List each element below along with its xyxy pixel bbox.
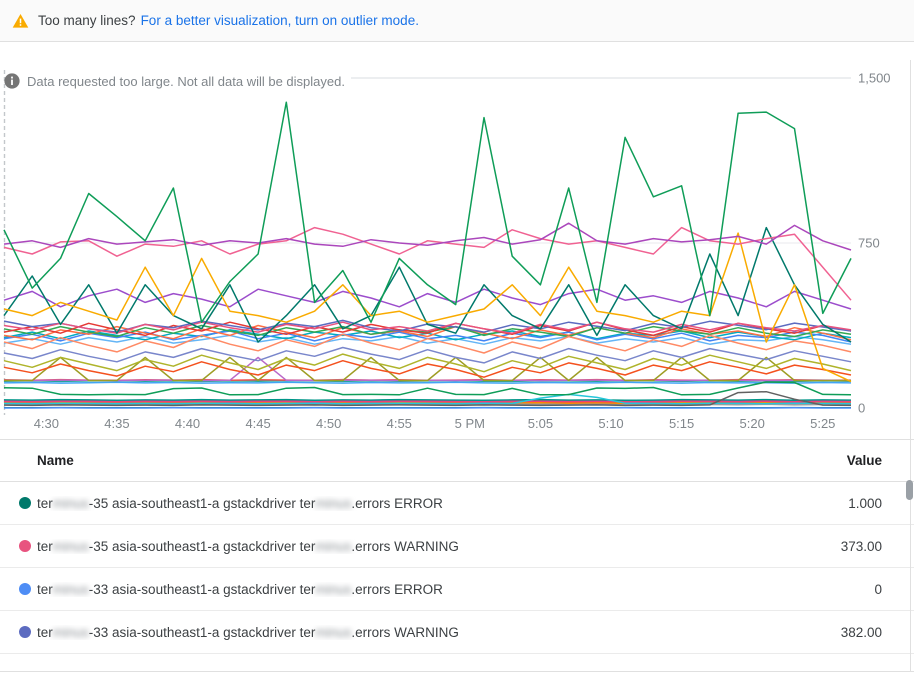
series-name: terminus-33 asia-southeast1-a gstackdriv…: [37, 625, 822, 640]
series-name-text: .errors ERROR: [351, 495, 443, 511]
info-icon: [4, 73, 20, 89]
redacted-text: minus: [52, 624, 89, 640]
series-line-bundle-darkgray-bump: [3, 390, 852, 407]
redacted-text: minus: [52, 495, 89, 511]
series-line-high-purple: [3, 222, 852, 251]
legend-row[interactable]: terminus-33 asia-southeast1-a gstackdriv…: [0, 611, 914, 654]
series-line-olive-spike-train: [4, 356, 851, 382]
y-axis-tick-label: 1,500: [858, 71, 891, 86]
series-name: terminus-35 asia-southeast1-a gstackdriv…: [37, 496, 822, 511]
data-notice: Data requested too large. Not all data w…: [4, 72, 351, 90]
series-name-text: .errors WARNING: [351, 624, 459, 640]
series-line-high-pink: [3, 226, 852, 301]
series-line-high-green: [3, 101, 852, 323]
legend-row[interactable]: terminus-35 asia-southeast1-a gstackdriv…: [0, 482, 914, 525]
series-line-tangle-lightblue: [3, 334, 852, 345]
x-axis-tick-label: 4:45: [245, 416, 270, 431]
outlier-mode-link[interactable]: For a better visualization, turn on outl…: [140, 13, 419, 28]
x-axis-tick-label: 4:35: [104, 416, 129, 431]
series-value: 382.00: [840, 624, 882, 640]
series-name-text: -35 asia-southeast1-a gstackdriver ter: [88, 495, 316, 511]
warning-icon: [12, 13, 29, 28]
legend-row[interactable]: terminus-33 asia-southeast1-a gstackdriv…: [0, 568, 914, 611]
series-color-dot: [19, 540, 31, 552]
name-column-header: Name: [37, 453, 74, 468]
value-column-header: Value: [846, 453, 882, 468]
series-value: 0: [874, 581, 882, 597]
series-name-text: -35 asia-southeast1-a gstackdriver ter: [88, 538, 316, 554]
y-axis-tick-label: 750: [858, 236, 880, 251]
series-line-low-deeporange: [3, 359, 852, 378]
series-name-text: ter: [37, 581, 53, 597]
redacted-text: minus: [52, 581, 89, 597]
line-chart[interactable]: 1,500 750 0 4:30 4:35 4:40 4:45 4:50 4:55 5 PM 5:0…: [0, 60, 914, 440]
series-line-bundle-pink: [3, 400, 852, 403]
warning-banner: Too many lines? For a better visualizati…: [0, 0, 914, 42]
legend-row[interactable]: terminus-35 asia-southeast1-a gstackdriv…: [0, 525, 914, 568]
redacted-text: minus: [52, 538, 89, 554]
series-color-dot: [19, 626, 31, 638]
series-name-text: ter: [37, 624, 53, 640]
x-axis-tick-label: 4:55: [387, 416, 412, 431]
legend-table: Name Value terminus-35 asia-southeast1-a…: [0, 439, 914, 672]
series-line-tangle-salmon: [3, 333, 852, 354]
series-line-mid-amber: [3, 232, 852, 383]
series-name-text: .errors ERROR: [351, 581, 443, 597]
scrollbar-track[interactable]: [910, 60, 914, 672]
series-line-tangle-red: [3, 321, 852, 337]
redacted-text: minus: [315, 624, 352, 640]
x-axis-tick-label: 5:15: [669, 416, 694, 431]
series-line-green-low-steps: [3, 381, 852, 396]
scrollbar-thumb[interactable]: [906, 480, 913, 500]
series-line-low-slate: [3, 346, 852, 364]
x-axis-tick-label: 5 PM: [455, 416, 485, 431]
series-line-bundle-cyan-bump: [3, 393, 852, 405]
series-value: 373.00: [840, 538, 882, 554]
x-axis-tick-label: 5:10: [598, 416, 623, 431]
series-name-text: -33 asia-southeast1-a gstackdriver ter: [88, 624, 316, 640]
x-axis-tick-label: 4:50: [316, 416, 341, 431]
x-axis-tick-label: 4:30: [34, 416, 59, 431]
x-axis-tick-label: 4:40: [175, 416, 200, 431]
y-axis-tick-label: 0: [858, 401, 865, 416]
series-line-mid-darkteal: [3, 226, 852, 343]
banner-text: Too many lines?: [38, 13, 136, 28]
series-line-row2-errors-warning: [3, 321, 852, 334]
series-name: terminus-33 asia-southeast1-a gstackdriv…: [37, 582, 822, 597]
series-line-mid-purple: [3, 288, 852, 310]
redacted-text: minus: [315, 495, 352, 511]
partial-row: [0, 654, 914, 672]
notice-text: Data requested too large. Not all data w…: [27, 73, 351, 89]
series-name-text: ter: [37, 495, 53, 511]
redacted-text: minus: [315, 538, 352, 554]
x-axis-tick-label: 5:20: [740, 416, 765, 431]
series-line-low-olive: [3, 353, 852, 373]
series-line-bundle-teal: [3, 398, 852, 402]
x-axis-tick-label: 5:25: [810, 416, 835, 431]
series-name-text: .errors WARNING: [351, 538, 459, 554]
series-line-flat-blue: [3, 381, 852, 384]
series-value: 1.000: [848, 495, 882, 511]
series-name: terminus-35 asia-southeast1-a gstackdriv…: [37, 539, 822, 554]
series-color-dot: [19, 497, 31, 509]
redacted-text: minus: [315, 581, 352, 597]
series-name-text: -33 asia-southeast1-a gstackdriver ter: [88, 581, 316, 597]
legend-header-row: Name Value: [0, 440, 914, 482]
series-name-text: ter: [37, 538, 53, 554]
x-axis-tick-label: 5:05: [528, 416, 553, 431]
legend-body: terminus-35 asia-southeast1-a gstackdriv…: [0, 482, 914, 654]
series-line-tangle-green: [3, 324, 852, 338]
series-color-dot: [19, 583, 31, 595]
